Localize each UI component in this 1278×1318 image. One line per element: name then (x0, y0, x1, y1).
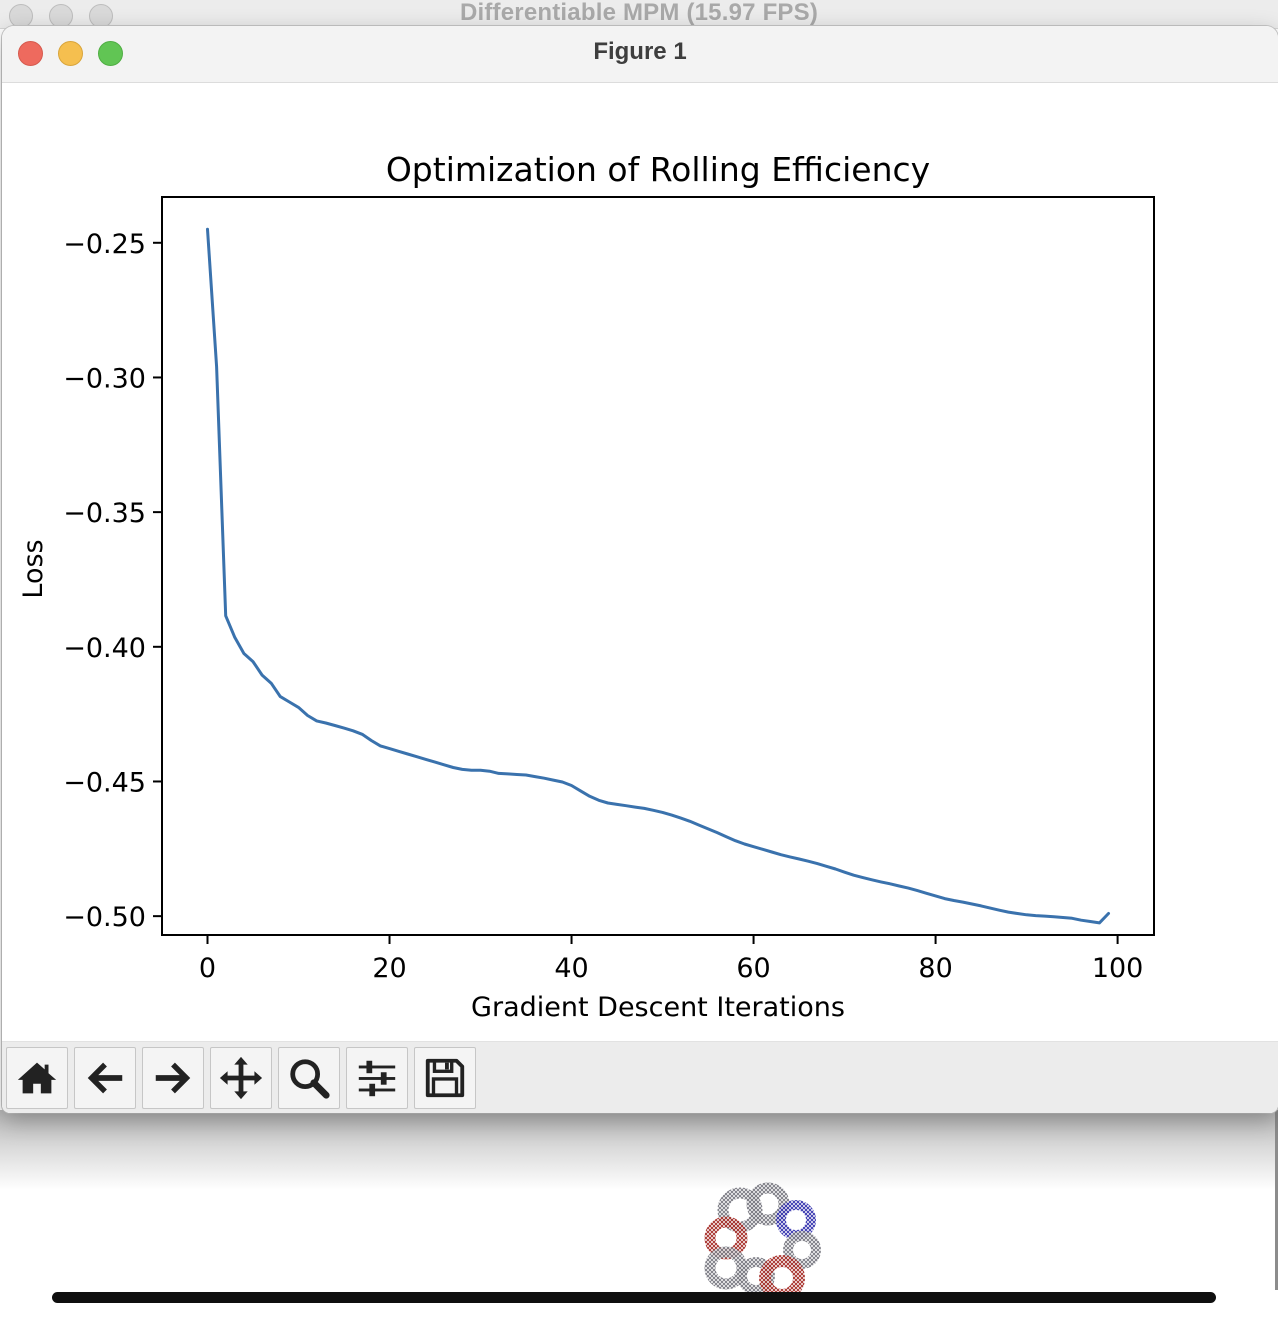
inactive-zoom-button[interactable] (89, 4, 113, 28)
x-tick-label: 100 (1092, 953, 1144, 984)
ground-line (52, 1292, 1216, 1303)
particle-wheel (704, 1182, 821, 1298)
home-icon (17, 1062, 57, 1094)
magnifier-icon (290, 1059, 330, 1099)
y-tick-label: −0.25 (63, 229, 146, 260)
x-tick-label: 40 (554, 953, 588, 984)
navigation-toolbar (2, 1041, 1278, 1113)
y-tick-label: −0.45 (63, 767, 146, 798)
x-tick-label: 20 (372, 953, 406, 984)
y-tick-label: −0.50 (63, 902, 146, 933)
floppy-disk-icon (425, 1058, 465, 1098)
close-button[interactable] (18, 41, 43, 66)
figure-window-title: Figure 1 (593, 38, 687, 65)
inactive-minimize-button[interactable] (49, 4, 73, 28)
x-tick-label: 0 (199, 953, 216, 984)
x-tick-label: 60 (736, 953, 770, 984)
figure-canvas[interactable]: Optimization of Rolling Efficiency 0 20 40… (2, 83, 1278, 1041)
simulation-edge (1275, 1110, 1278, 1290)
loss-series-line (206, 227, 1110, 925)
y-axis-label: Loss (18, 539, 49, 598)
back-button[interactable] (74, 1047, 136, 1109)
window-shadow (0, 1110, 1278, 1190)
forward-button[interactable] (142, 1047, 204, 1109)
save-button[interactable] (414, 1047, 476, 1109)
x-tick-label: 80 (918, 953, 952, 984)
wheel-segment-red (759, 1255, 805, 1298)
wheel-segment-gray (783, 1231, 821, 1269)
y-tick-label: −0.30 (63, 363, 146, 394)
line-chart: Optimization of Rolling Efficiency 0 20 40… (18, 150, 1155, 1023)
wheel-segment-gray (704, 1246, 748, 1290)
plot-area-frame (161, 196, 1155, 936)
arrow-left-icon (87, 1062, 123, 1094)
simulation-window-title: Differentiable MPM (15.97 FPS) (459, 0, 819, 26)
chart-title: Optimization of Rolling Efficiency (386, 150, 930, 189)
figure-titlebar[interactable]: Figure 1 (2, 26, 1278, 83)
zoom-button[interactable] (278, 1047, 340, 1109)
home-button[interactable] (6, 1047, 68, 1109)
arrow-right-icon (155, 1062, 191, 1094)
wheel-segment-blue (776, 1200, 816, 1240)
x-axis-label: Gradient Descent Iterations (471, 992, 845, 1023)
y-tick-label: −0.35 (63, 498, 146, 529)
simulation-titlebar[interactable]: Differentiable MPM (15.97 FPS) (0, 0, 1278, 29)
figure-window: Figure 1 Optimization of Rolling Efficie… (2, 26, 1278, 1113)
move-icon (219, 1056, 263, 1100)
y-tick-label: −0.40 (63, 633, 146, 664)
minimize-button[interactable] (58, 41, 83, 66)
pan-button[interactable] (210, 1047, 272, 1109)
configure-subplots-button[interactable] (346, 1047, 408, 1109)
sliders-icon (358, 1060, 396, 1097)
fullscreen-button[interactable] (98, 41, 123, 66)
